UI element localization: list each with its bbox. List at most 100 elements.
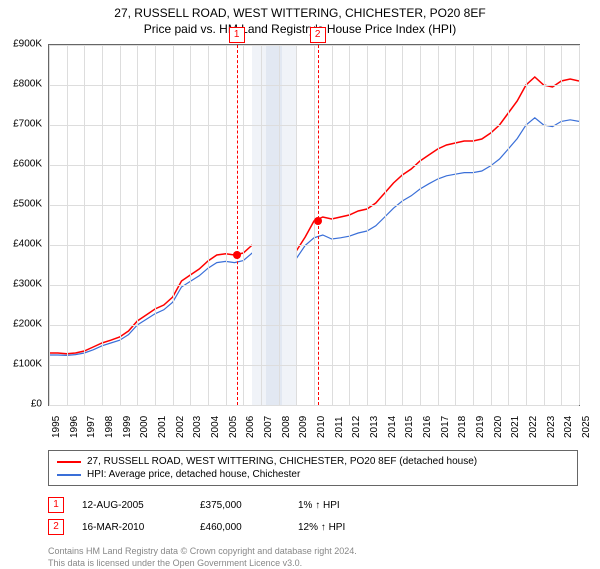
y-tick-label: £700K bbox=[13, 119, 42, 130]
grid-line bbox=[420, 45, 421, 405]
x-tick-label: 2001 bbox=[157, 416, 168, 438]
grid-line bbox=[508, 45, 509, 405]
x-tick-label: 2005 bbox=[228, 416, 239, 438]
x-tick-label: 2022 bbox=[528, 416, 539, 438]
grid-line bbox=[579, 45, 580, 405]
y-tick-label: £300K bbox=[13, 279, 42, 290]
x-tick-label: 2025 bbox=[581, 416, 592, 438]
grid-line bbox=[208, 45, 209, 405]
event-price: £460,000 bbox=[200, 522, 280, 533]
event-marker-line bbox=[237, 45, 238, 405]
grid-line bbox=[67, 45, 68, 405]
event-pct: 12% ↑ HPI bbox=[298, 522, 378, 533]
legend-box: 27, RUSSELL ROAD, WEST WITTERING, CHICHE… bbox=[48, 450, 578, 486]
legend-row: HPI: Average price, detached house, Chic… bbox=[57, 468, 569, 481]
x-tick-label: 2023 bbox=[546, 416, 557, 438]
events-table: 112-AUG-2005£375,0001% ↑ HPI216-MAR-2010… bbox=[48, 494, 578, 538]
shade-band bbox=[266, 45, 282, 405]
x-tick-label: 2020 bbox=[493, 416, 504, 438]
x-tick-label: 2018 bbox=[457, 416, 468, 438]
event-pct: 1% ↑ HPI bbox=[298, 500, 378, 511]
x-axis: 1995199619971998199920002001200220032004… bbox=[48, 408, 578, 448]
x-tick-label: 2007 bbox=[263, 416, 274, 438]
grid-line bbox=[173, 45, 174, 405]
x-tick-label: 2008 bbox=[281, 416, 292, 438]
event-row: 112-AUG-2005£375,0001% ↑ HPI bbox=[48, 494, 578, 516]
event-dot bbox=[233, 251, 241, 259]
grid-line bbox=[332, 45, 333, 405]
legend-area: 27, RUSSELL ROAD, WEST WITTERING, CHICHE… bbox=[48, 450, 578, 569]
x-tick-label: 2013 bbox=[369, 416, 380, 438]
grid-line bbox=[279, 45, 280, 405]
chart-title: 27, RUSSELL ROAD, WEST WITTERING, CHICHE… bbox=[0, 6, 600, 20]
x-tick-label: 2014 bbox=[387, 416, 398, 438]
x-tick-label: 2024 bbox=[563, 416, 574, 438]
y-tick-label: £800K bbox=[13, 79, 42, 90]
x-tick-label: 2017 bbox=[440, 416, 451, 438]
grid-line bbox=[544, 45, 545, 405]
x-tick-label: 1997 bbox=[86, 416, 97, 438]
x-tick-label: 2006 bbox=[245, 416, 256, 438]
x-tick-label: 2021 bbox=[510, 416, 521, 438]
legend-label: 27, RUSSELL ROAD, WEST WITTERING, CHICHE… bbox=[87, 456, 477, 467]
y-tick-label: £400K bbox=[13, 239, 42, 250]
y-tick-label: £600K bbox=[13, 159, 42, 170]
y-axis: £0£100K£200K£300K£400K£500K£600K£700K£80… bbox=[0, 44, 46, 404]
x-tick-label: 2009 bbox=[298, 416, 309, 438]
footer-line-2: This data is licensed under the Open Gov… bbox=[48, 558, 578, 569]
grid-line bbox=[491, 45, 492, 405]
x-tick-label: 1998 bbox=[104, 416, 115, 438]
grid-line bbox=[455, 45, 456, 405]
chart-subtitle: Price paid vs. HM Land Registry's House … bbox=[0, 22, 600, 36]
grid-line bbox=[226, 45, 227, 405]
y-tick-label: £200K bbox=[13, 319, 42, 330]
legend-label: HPI: Average price, detached house, Chic… bbox=[87, 469, 300, 480]
event-badge: 2 bbox=[310, 27, 326, 43]
grid-line bbox=[473, 45, 474, 405]
grid-line bbox=[190, 45, 191, 405]
x-tick-label: 1995 bbox=[51, 416, 62, 438]
event-price: £375,000 bbox=[200, 500, 280, 511]
x-tick-label: 1996 bbox=[69, 416, 80, 438]
footer: Contains HM Land Registry data © Crown c… bbox=[48, 546, 578, 569]
grid-line bbox=[438, 45, 439, 405]
grid-line bbox=[137, 45, 138, 405]
grid-line bbox=[402, 45, 403, 405]
plot-area: 12 bbox=[48, 44, 580, 406]
event-dot bbox=[314, 217, 322, 225]
x-tick-label: 2003 bbox=[192, 416, 203, 438]
footer-line-1: Contains HM Land Registry data © Crown c… bbox=[48, 546, 578, 558]
x-tick-label: 2016 bbox=[422, 416, 433, 438]
legend-swatch bbox=[57, 474, 81, 476]
event-marker-line bbox=[318, 45, 319, 405]
legend-row: 27, RUSSELL ROAD, WEST WITTERING, CHICHE… bbox=[57, 455, 569, 468]
x-tick-label: 2010 bbox=[316, 416, 327, 438]
chart-container: 27, RUSSELL ROAD, WEST WITTERING, CHICHE… bbox=[0, 0, 600, 560]
x-tick-label: 2000 bbox=[139, 416, 150, 438]
x-tick-label: 2012 bbox=[351, 416, 362, 438]
event-number-badge: 2 bbox=[48, 519, 64, 535]
grid-line bbox=[155, 45, 156, 405]
grid-line bbox=[526, 45, 527, 405]
y-tick-label: £0 bbox=[31, 399, 42, 410]
grid-line bbox=[49, 405, 579, 406]
y-tick-label: £900K bbox=[13, 39, 42, 50]
x-tick-label: 2004 bbox=[210, 416, 221, 438]
x-tick-label: 2011 bbox=[334, 416, 345, 438]
title-block: 27, RUSSELL ROAD, WEST WITTERING, CHICHE… bbox=[0, 0, 600, 36]
grid-line bbox=[385, 45, 386, 405]
x-tick-label: 2019 bbox=[475, 416, 486, 438]
y-tick-label: £500K bbox=[13, 199, 42, 210]
event-row: 2 16-MAR-2010 £460,000 12% ↑ HPI bbox=[48, 516, 578, 538]
grid-line bbox=[367, 45, 368, 405]
grid-line bbox=[84, 45, 85, 405]
event-number-badge: 1 bbox=[48, 497, 64, 513]
y-tick-label: £100K bbox=[13, 359, 42, 370]
grid-line bbox=[314, 45, 315, 405]
x-tick-label: 1999 bbox=[122, 416, 133, 438]
grid-line bbox=[561, 45, 562, 405]
event-date: 16-MAR-2010 bbox=[82, 522, 182, 533]
grid-line bbox=[102, 45, 103, 405]
grid-line bbox=[49, 45, 50, 405]
grid-line bbox=[120, 45, 121, 405]
